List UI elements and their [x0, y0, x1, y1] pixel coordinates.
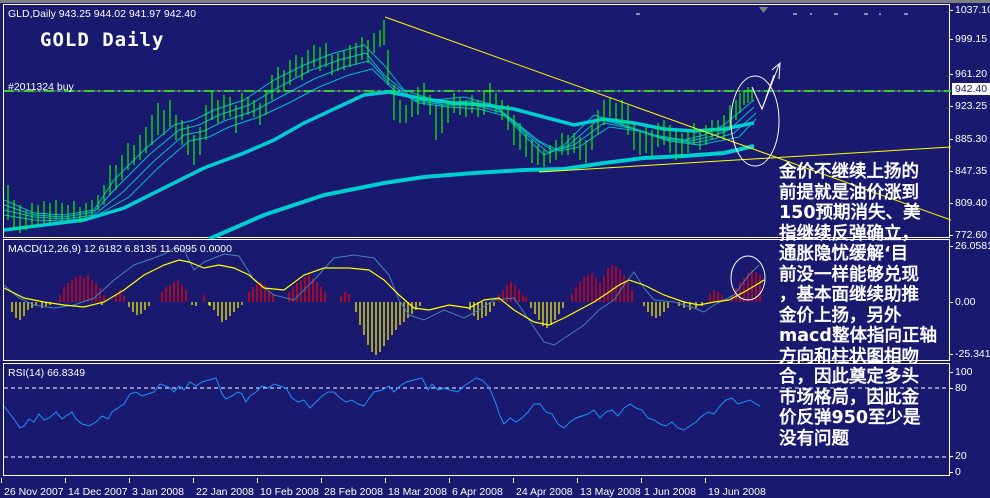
annotation-line: 前提就是油价涨到	[779, 182, 919, 203]
time-tick: 22 Jan 2008	[193, 478, 254, 498]
rsi-label: RSI(14) 66.8349	[8, 367, 86, 379]
price-tick: 961.20	[948, 68, 988, 80]
price-tick: 923.25	[948, 100, 988, 112]
highlight-ellipse	[730, 75, 780, 167]
time-tick: 14 Dec 2007	[65, 478, 128, 498]
rsi-tick: 80	[949, 382, 967, 394]
time-axis: 26 Nov 2007 14 Dec 2007 3 Jan 2008 22 Ja…	[0, 478, 990, 498]
resistance-trendline	[384, 16, 951, 221]
annotation-line: 前没一样能够兑现	[779, 264, 919, 285]
rsi-chart-svg	[4, 377, 951, 458]
annotation-line: 合，因此奠定多头	[779, 367, 919, 387]
rsi-tick: 0	[949, 466, 961, 478]
rsi-panel[interactable]: RSI(14) 66.8349	[3, 363, 951, 476]
annotation-line: 方向和柱状图相吻	[779, 346, 919, 367]
up-arrow-icon	[761, 64, 780, 110]
highlight-ellipse	[730, 255, 766, 301]
annotation-line: 没有问题	[779, 428, 849, 449]
time-tick: 26 Nov 2007	[1, 478, 64, 498]
candlesticks	[7, 20, 753, 233]
price-tick: 885.30	[948, 133, 988, 145]
annotation-line: 市场格局，因此金	[779, 387, 919, 408]
rsi-tick: 20	[949, 450, 967, 462]
price-chart-svg	[4, 7, 951, 239]
annotation-line: 金价不继续上扬的	[779, 162, 919, 182]
macd-histogram-negative	[11, 302, 703, 355]
analysis-annotation: 金价不继续上扬的 前提就是油价涨到 150预期消失、美 指继续反弹确立， 通胀隐…	[779, 162, 969, 449]
time-tick: 1 Jun 2008	[641, 478, 696, 498]
current-price-tag: 942.40	[952, 83, 990, 95]
price-tick: 809.40	[948, 197, 988, 209]
annotation-line: ，基本面继续助推	[779, 285, 919, 305]
annotation-line: 价反弹950至少是	[779, 408, 921, 428]
annotation-line: macd整体指向正轴	[779, 326, 937, 346]
price-tick: 772.60	[948, 229, 988, 241]
time-tick: 13 May 2008	[577, 478, 641, 498]
time-tick: 10 Feb 2008	[257, 478, 319, 498]
annotation-line: 150预期消失、美	[779, 203, 921, 223]
chart-title: GOLD Daily	[40, 29, 165, 51]
time-tick: 18 Mar 2008	[385, 478, 447, 498]
support-trendline	[538, 146, 951, 173]
price-tick: 999.15	[948, 33, 988, 45]
price-tick: 847.35	[948, 165, 988, 177]
time-tick: 6 Apr 2008	[449, 478, 503, 498]
macd-histogram-positive	[59, 265, 761, 302]
shift-marker-icon	[759, 7, 768, 13]
order-line-label[interactable]: #2011324 buy	[8, 81, 74, 93]
macd-label: MACD(12,26,9) 12.6182 6.8135 11.6095 0.0…	[8, 243, 232, 255]
macd-tick: 26.0581	[949, 240, 990, 252]
time-tick: 24 Apr 2008	[513, 478, 573, 498]
rsi-tick: 100	[949, 366, 973, 378]
annotation-line: 通胀隐忧缓解‘目	[779, 244, 909, 264]
macd-tick: -25.3415	[948, 348, 990, 360]
time-tick: 28 Feb 2008	[321, 478, 383, 498]
annotation-line: 金价上扬，另外	[779, 305, 902, 326]
window-top-border	[0, 0, 990, 3]
macd-panel[interactable]: MACD(12,26,9) 12.6182 6.8135 11.6095 0.0…	[3, 239, 950, 361]
macd-chart-svg	[4, 247, 766, 355]
price-panel[interactable]: GLD,Daily 943.25 944.02 941.97 942.40 GO…	[3, 4, 951, 239]
time-tick: 3 Jan 2008	[129, 478, 184, 498]
macd-tick: 0.00	[948, 296, 976, 308]
annotation-line: 指继续反弹确立，	[779, 223, 919, 244]
price-tick: 1037.10	[949, 4, 990, 16]
symbol-ohlc-label: GLD,Daily 943.25 944.02 941.97 942.40	[8, 8, 196, 20]
time-tick: 19 Jun 2008	[705, 478, 766, 498]
